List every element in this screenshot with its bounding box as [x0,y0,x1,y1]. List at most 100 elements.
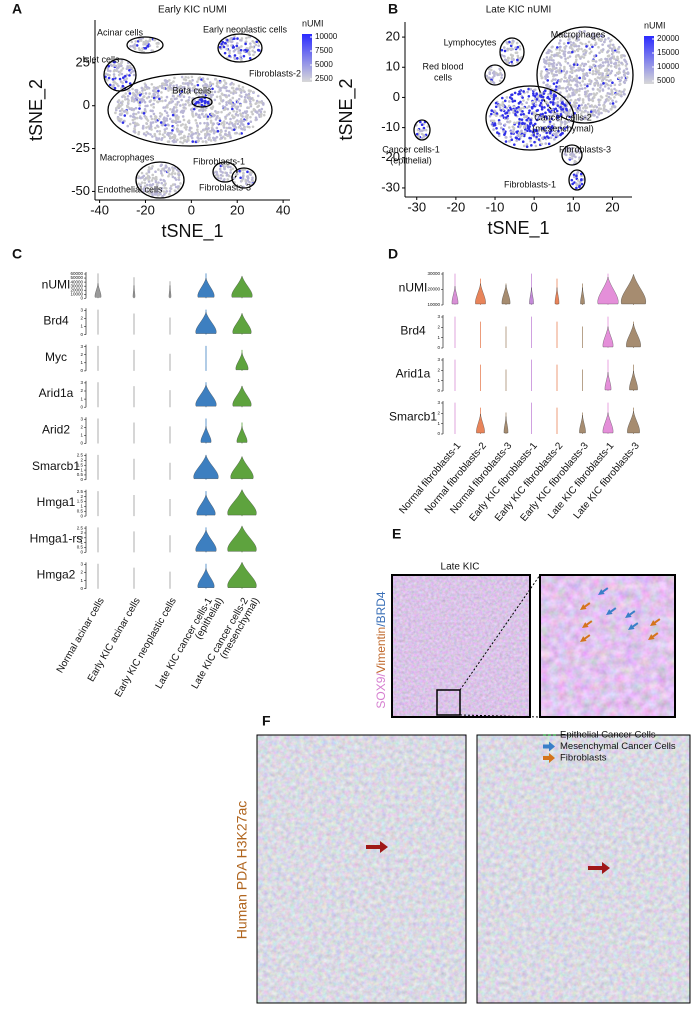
cell-dot [161,167,164,171]
cell-dot [179,130,183,133]
cell-dot [144,42,147,46]
cell-dot [160,96,163,99]
cell-dot [609,61,613,65]
cell-dot [607,44,610,48]
y-tick-label: 0 [80,332,83,337]
cell-dot [574,38,578,42]
cell-dot [120,69,123,72]
cell-dot [570,147,574,150]
cell-dot [604,98,608,102]
cell-dot [564,34,567,38]
cell-dot [218,167,222,171]
y-tick-label: 1.5 [77,535,84,540]
cell-dot [249,115,252,119]
cell-dot [577,38,581,41]
cell-dot [611,93,614,96]
cell-dot [239,91,243,94]
cell-dot [179,140,182,144]
cell-dot [547,51,550,55]
cell-dot [540,107,544,111]
cell-dot [167,140,171,143]
cell-dot [565,114,569,117]
cell-dot [533,122,537,126]
cell-dot [575,186,578,190]
x-axis-label: tSNE_1 [487,218,549,239]
cell-dot [174,121,178,125]
cell-dot [544,111,547,115]
cell-dot [195,93,198,96]
cell-dot [173,172,177,175]
cluster-label: Acinar cells [97,27,144,37]
cell-dot [209,121,213,124]
cell-dot [222,79,226,82]
cell-dot [112,60,116,64]
cell-dot [601,34,604,37]
cell-dot [221,99,225,102]
cell-dot [247,89,251,92]
cell-dot [498,79,502,83]
cell-dot [593,63,596,67]
cell-dot [597,69,600,73]
cell-dot [108,83,112,87]
cell-dot [541,76,544,80]
cell-dot [121,100,124,103]
cell-dot [619,82,622,86]
cell-dot [144,104,147,108]
cell-dot [204,108,207,112]
cell-dot [519,113,523,116]
cell-dot [146,44,149,48]
cell-dot [252,45,255,49]
cell-dot [243,110,247,113]
cell-dot [179,132,183,135]
cell-dot [500,48,504,52]
cell-dot [525,143,529,146]
cell-dot [552,93,556,96]
cell-dot [599,83,603,87]
cell-dot [609,97,612,100]
cell-dot [139,37,143,41]
cell-dot [588,68,592,72]
cell-dot [176,187,180,190]
cell-dot [180,89,184,93]
cell-dot [135,90,139,94]
cell-dot [604,60,607,64]
cell-dot [569,66,573,70]
cell-dot [581,62,584,65]
cell-dot [579,172,583,176]
cell-dot [556,104,560,107]
cell-dot [171,109,175,113]
cell-dot [179,182,182,185]
cell-dot [177,170,181,173]
cell-dot [419,120,422,124]
cell-dot [133,117,136,121]
x-tick-label: 40 [276,202,290,217]
cell-dot [175,86,179,89]
cell-dot [200,98,203,101]
cell-dot [252,53,255,57]
cell-dot [599,38,602,41]
cell-dot [569,35,573,38]
cell-dot [516,45,520,49]
cell-dot [509,135,513,139]
cell-dot [168,190,172,193]
gene-label: Arid2 [42,423,70,437]
cell-dot [582,101,585,104]
cell-dot [518,47,522,51]
cell-dot [168,135,172,138]
cell-dot [207,86,211,89]
legend-label: Epithelial Cancer Cells [560,730,656,741]
cell-dot [563,120,567,123]
cell-dot [194,131,198,135]
cell-dot [145,183,149,187]
cell-dot [495,114,498,118]
cell-dot [507,111,511,115]
cell-dot [177,173,181,177]
cell-dot [120,103,124,106]
cell-dot [515,136,519,140]
cell-dot [248,53,251,56]
cell-dot [149,121,153,124]
cell-dot [555,96,558,100]
cell-dot [253,41,256,45]
cell-dot [611,49,614,52]
cell-dot [171,100,175,103]
